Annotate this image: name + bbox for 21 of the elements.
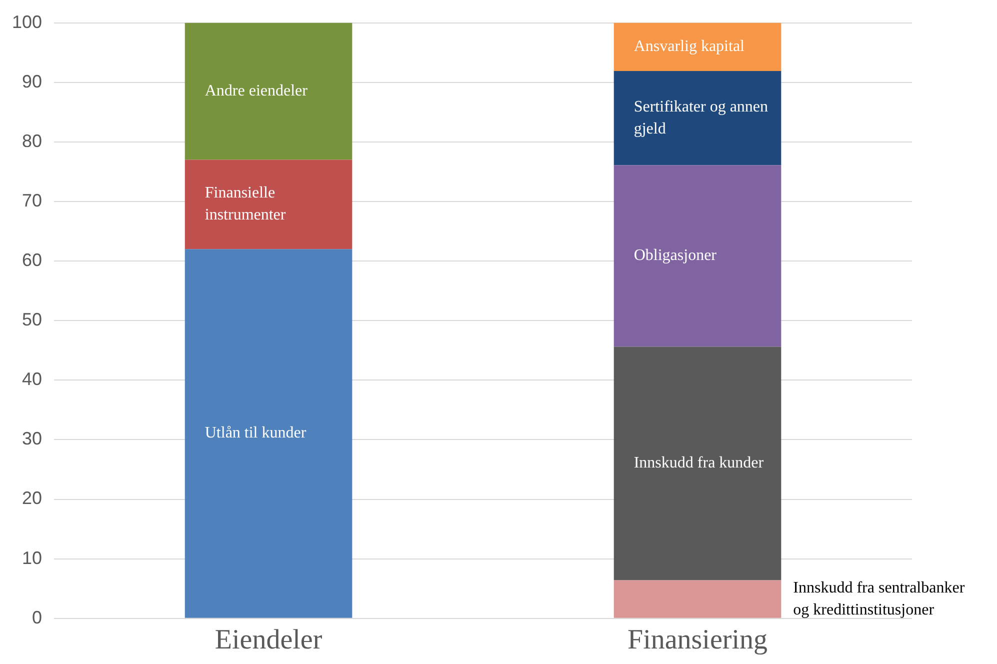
y-tick-label: 40 — [22, 369, 42, 390]
y-tick-label: 100 — [12, 12, 42, 32]
y-tick-label: 80 — [22, 130, 42, 151]
y-tick-label: 20 — [22, 488, 42, 508]
y-tick-label: 0 — [32, 607, 42, 628]
series-label: Innskudd fra sentralbanker og kredittinstitusjoner — [793, 579, 966, 618]
x-tick-label: Eiendeler — [214, 624, 323, 656]
series-label: Finansielle instrumenter — [204, 184, 286, 224]
series-label: Utlån til kunder — [204, 424, 307, 442]
series-label: Sertifikater og annen gjeld — [634, 98, 768, 138]
series-label: Innskudd fra kunder — [634, 454, 764, 472]
y-tick-label: 50 — [22, 310, 42, 330]
series-label: Andre eiendeler — [204, 82, 308, 100]
y-tick-label: 90 — [22, 71, 42, 92]
y-tick-label: 60 — [22, 250, 42, 270]
y-tick-label: 10 — [22, 548, 42, 568]
series-label: Obligasjoner — [634, 247, 718, 264]
y-tick-label: 70 — [22, 190, 42, 210]
y-tick-label: 30 — [22, 428, 42, 449]
series-label: Ansvarlig kapital — [634, 38, 746, 56]
x-tick-label: Finansiering — [628, 624, 768, 656]
